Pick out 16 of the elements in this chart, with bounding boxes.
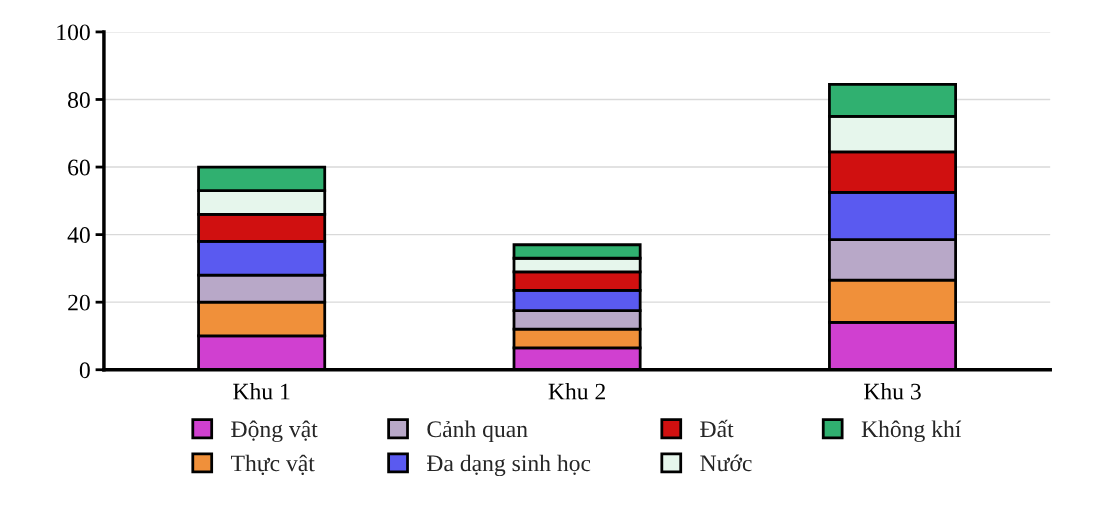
x-tick-label: Khu 2: [548, 382, 605, 400]
legend-label: Không khí: [861, 420, 962, 443]
y-tick-label: 0: [79, 362, 90, 379]
legend-label: Cảnh quan: [427, 420, 528, 442]
y-tick-label: 20: [68, 294, 90, 311]
legend-label: Nước: [700, 454, 752, 472]
y-tick-label: 100: [57, 24, 90, 41]
x-tick-label: Khu 1: [233, 382, 290, 400]
y-tick-label: 40: [67, 227, 90, 244]
legend-label: Thực vật: [231, 454, 315, 475]
legend-label: Động vật: [231, 420, 318, 443]
legend-label: Đất: [700, 419, 734, 438]
x-tick-label: Khu 3: [864, 382, 921, 400]
y-tick-label: 60: [68, 159, 90, 176]
y-tick-label: 80: [68, 91, 90, 108]
legend-label: Đa dạng sinh học: [427, 454, 591, 477]
